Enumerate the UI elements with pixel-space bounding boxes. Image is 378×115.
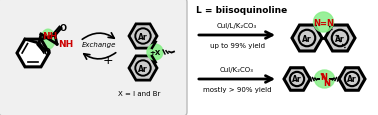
Circle shape — [147, 45, 163, 60]
Text: +: + — [103, 54, 113, 67]
Ellipse shape — [41, 30, 55, 50]
Polygon shape — [339, 68, 365, 91]
Polygon shape — [292, 26, 322, 52]
Polygon shape — [17, 40, 49, 67]
Text: O: O — [43, 47, 51, 56]
Ellipse shape — [314, 70, 335, 88]
Text: N: N — [320, 72, 327, 81]
Text: N=N: N=N — [313, 18, 334, 27]
Text: L = biisoquinoline: L = biisoquinoline — [196, 6, 287, 15]
Text: Ar: Ar — [335, 34, 345, 43]
Text: Exchange: Exchange — [82, 42, 116, 48]
Text: O: O — [59, 23, 67, 32]
Text: Ar: Ar — [138, 32, 148, 41]
Polygon shape — [325, 26, 355, 52]
Polygon shape — [129, 25, 157, 49]
Text: up to 99% yield: up to 99% yield — [209, 43, 265, 49]
Text: NH: NH — [42, 31, 57, 40]
Text: Ar: Ar — [347, 75, 357, 84]
Text: mostly > 90% yield: mostly > 90% yield — [203, 86, 271, 92]
Polygon shape — [284, 68, 310, 91]
Text: X = I and Br: X = I and Br — [118, 90, 160, 96]
Text: NH: NH — [58, 39, 73, 48]
Text: N: N — [323, 78, 330, 87]
Polygon shape — [129, 56, 157, 80]
Circle shape — [313, 13, 333, 33]
Text: CuI/L/K₂CO₃: CuI/L/K₂CO₃ — [217, 23, 257, 29]
Text: Ar: Ar — [302, 34, 312, 43]
Text: Ar: Ar — [292, 75, 302, 84]
FancyBboxPatch shape — [0, 0, 187, 115]
Text: +X: +X — [149, 50, 161, 56]
Text: Ar: Ar — [138, 64, 148, 73]
Text: CuI/K₂CO₃: CuI/K₂CO₃ — [220, 66, 254, 72]
